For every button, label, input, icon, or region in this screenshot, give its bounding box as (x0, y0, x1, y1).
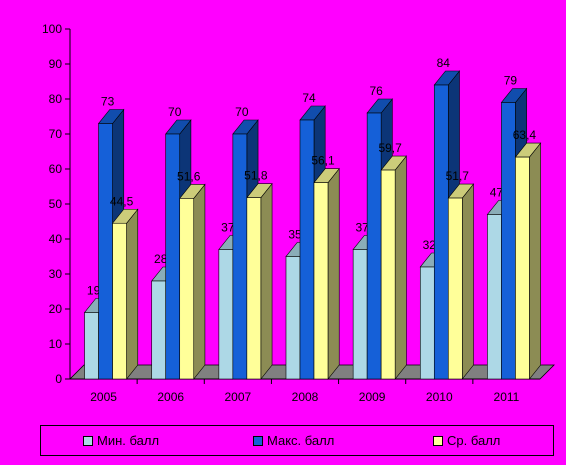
x-tick-label: 2011 (494, 390, 520, 404)
data-label-0-0: 19 (87, 284, 101, 298)
bar-2-2 (246, 197, 262, 380)
data-label-1-3: 74 (302, 91, 316, 105)
bar-0-2 (218, 249, 234, 380)
data-label-0-1: 28 (154, 252, 168, 266)
data-label-0-2: 37 (221, 221, 235, 235)
data-label-2-2: 51,8 (244, 169, 268, 183)
y-tick-label: 50 (49, 197, 63, 211)
bar-1-0 (98, 123, 113, 380)
data-label-1-0: 73 (101, 95, 115, 109)
bar-0-6 (487, 214, 502, 380)
data-label-2-6: 63,4 (513, 128, 537, 142)
bar-side-2-0 (126, 208, 139, 380)
legend-item-max: Макс. балл (253, 433, 334, 448)
bar-2-0 (112, 222, 127, 380)
data-label-0-6: 47 (490, 186, 504, 200)
bar-1-6 (501, 102, 516, 380)
legend-label-max: Макс. балл (267, 433, 335, 448)
data-label-1-1: 70 (168, 105, 182, 119)
bar-0-0 (84, 312, 99, 380)
legend-swatch-max (253, 435, 263, 446)
legend-swatch-min (83, 435, 93, 446)
x-tick-label: 2005 (90, 390, 117, 404)
data-label-0-5: 32 (423, 238, 437, 252)
y-tick-label: 80 (49, 92, 63, 106)
x-tick-label: 2006 (157, 390, 184, 404)
legend-label-avg: Ср. балл (447, 433, 501, 448)
bar-chart: 0 10 20 30 40 50 60 70 80 90 100 19 73 44,5 2005 28 70 51… (42, 22, 555, 404)
bar-0-3 (285, 256, 301, 380)
y-tick-label: 30 (49, 267, 63, 281)
legend-label-min: Мин. балл (97, 433, 160, 448)
bar-0-1 (151, 280, 167, 380)
x-tick-label: 2007 (225, 390, 252, 404)
bar-side-2-5 (461, 183, 474, 380)
legend-item-min: Мин. балл (83, 433, 159, 448)
bar-side-2-4 (394, 155, 407, 380)
data-label-1-4: 76 (369, 84, 383, 98)
bar-2-3 (313, 182, 329, 380)
bar-0-5 (419, 266, 435, 380)
legend-swatch-avg (433, 435, 443, 446)
data-label-2-1: 51,6 (177, 169, 201, 183)
bar-0-4 (352, 249, 368, 380)
bar-2-4 (380, 169, 396, 380)
data-label-0-4: 37 (355, 221, 369, 235)
bar-side-2-6 (529, 142, 541, 380)
y-tick-label: 60 (49, 162, 63, 176)
bar-side-2-2 (260, 182, 273, 380)
bar-side-2-3 (327, 167, 340, 380)
data-label-2-5: 51,7 (446, 169, 470, 183)
y-tick-label: 20 (49, 302, 63, 316)
bar-2-6 (515, 156, 530, 380)
data-label-0-3: 35 (288, 228, 302, 242)
bar-side-2-1 (193, 183, 206, 380)
y-tick-label: 10 (49, 337, 63, 351)
data-label-2-4: 59,7 (378, 141, 402, 155)
data-label-1-2: 70 (235, 105, 249, 119)
chart-legend: Мин. балл Макс. балл Ср. балл (40, 425, 554, 456)
bar-1-5 (433, 84, 449, 380)
data-label-1-5: 84 (437, 56, 451, 70)
y-tick-label: 70 (49, 127, 63, 141)
data-label-2-0: 44,5 (110, 194, 134, 208)
legend-item-avg: Ср. балл (433, 433, 500, 448)
y-tick-label: 0 (55, 372, 62, 386)
x-tick-label: 2010 (426, 390, 453, 404)
bar-2-5 (447, 197, 463, 380)
y-tick-label: 40 (49, 232, 63, 246)
y-tick-label: 100 (42, 22, 62, 36)
data-label-2-3: 56,1 (311, 154, 335, 168)
x-tick-label: 2009 (359, 390, 386, 404)
bar-2-1 (179, 198, 195, 380)
x-tick-label: 2008 (292, 390, 319, 404)
data-label-1-6: 79 (504, 74, 518, 88)
y-tick-label: 90 (49, 57, 63, 71)
